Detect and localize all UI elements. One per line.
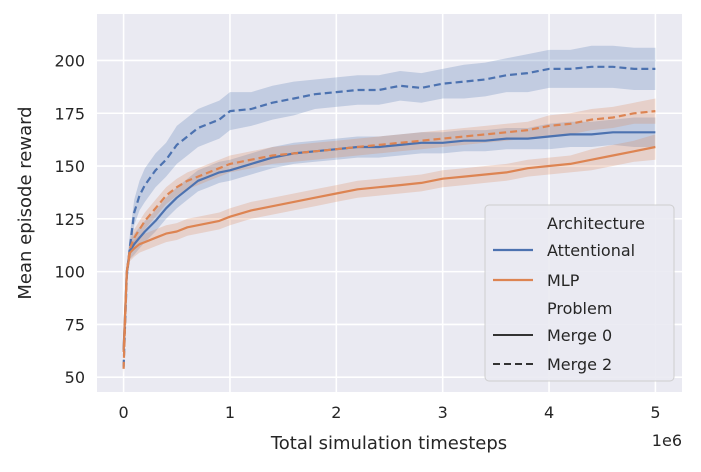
legend-label-merge-2: Merge 2: [547, 355, 612, 374]
y-axis-ticks: 50 75 100 125 150 175 200: [54, 51, 85, 387]
y-tick-label: 200: [54, 51, 85, 70]
legend-label-mlp: MLP: [547, 271, 580, 290]
y-tick-label: 150: [54, 157, 85, 176]
x-offset-label: 1e6: [652, 431, 682, 450]
x-axis-label: Total simulation timesteps: [270, 433, 507, 454]
y-tick-label: 50: [65, 368, 85, 387]
legend-hue-title: Architecture: [547, 214, 645, 233]
y-tick-label: 175: [54, 104, 85, 123]
y-tick-label: 125: [54, 210, 85, 229]
legend-label-merge-0: Merge 0: [547, 326, 612, 345]
ci-band-attentional-merge-0: [123, 117, 656, 357]
x-tick-label: 1: [225, 403, 235, 422]
ci-band-attentional-merge-2: [123, 45, 656, 373]
y-tick-label: 75: [65, 315, 85, 334]
series-line-attentional-merge-2: [122, 65, 656, 367]
y-tick-label: 100: [54, 263, 85, 282]
x-tick-label: 2: [331, 403, 341, 422]
x-tick-label: 5: [650, 403, 660, 422]
series-lines: [122, 65, 656, 369]
ci-band-mlp-merge-2: [123, 98, 656, 376]
legend: Architecture Attentional MLP Problem Mer…: [484, 204, 675, 382]
legend-style-title: Problem: [547, 299, 612, 318]
x-tick-label: 0: [118, 403, 128, 422]
legend-label-attentional: Attentional: [547, 241, 635, 260]
x-tick-label: 3: [438, 403, 448, 422]
y-axis-label: Mean episode reward: [15, 106, 36, 299]
x-axis-ticks: 0 1 2 3 4 5: [118, 403, 660, 422]
series-line-mlp-merge-2: [122, 110, 656, 369]
series-line-mlp-merge-0: [122, 145, 656, 352]
x-tick-label: 4: [544, 403, 554, 422]
